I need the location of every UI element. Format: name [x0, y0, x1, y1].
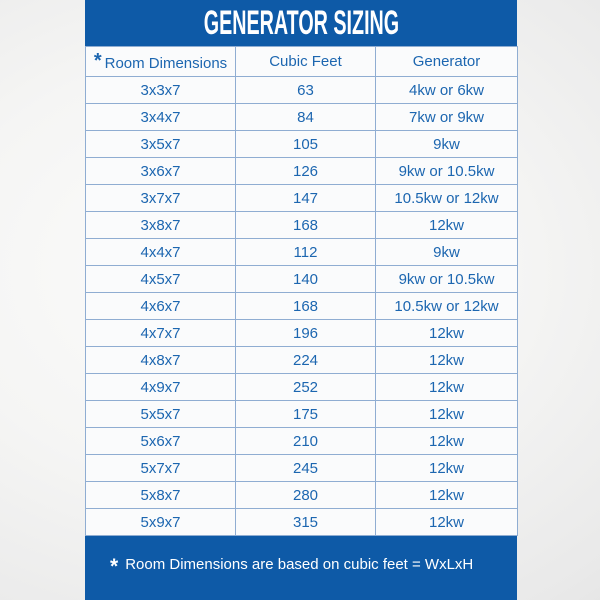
cubic-feet-cell: 196 — [235, 319, 376, 347]
table-header-row: * Room Dimensions Cubic Feet Generator — [85, 46, 518, 77]
room-dimensions-cell: 3x6x7 — [85, 157, 236, 185]
generator-cell: 12kw — [375, 211, 518, 239]
cubic-feet-cell: 84 — [235, 103, 376, 131]
generator-cell: 12kw — [375, 427, 518, 455]
cubic-feet-cell: 210 — [235, 427, 376, 455]
column-header-label: Room Dimensions — [104, 55, 228, 72]
page-title: GENERATOR SIZING — [203, 3, 399, 42]
room-dimensions-cell: 4x5x7 — [85, 265, 236, 293]
room-dimensions-cell: 4x9x7 — [85, 373, 236, 401]
generator-sizing-table: * Room Dimensions Cubic Feet Generator 3x… — [85, 46, 518, 536]
table-row: 5x8x7 280 12kw — [85, 481, 518, 509]
table-row: 5x6x7 210 12kw — [85, 427, 518, 455]
room-dimensions-cell: 5x8x7 — [85, 481, 236, 509]
cubic-feet-cell: 280 — [235, 481, 376, 509]
generator-cell: 4kw or 6kw — [375, 76, 518, 104]
room-dimensions-cell: 4x8x7 — [85, 346, 236, 374]
table-row: 3x4x7 84 7kw or 9kw — [85, 103, 518, 131]
table-row: 3x8x7 168 12kw — [85, 211, 518, 239]
footnote-text: Room Dimensions are based on cubic feet … — [125, 556, 474, 573]
cubic-feet-cell: 105 — [235, 130, 376, 158]
footnote: * Room Dimensions are based on cubic feet… — [85, 536, 517, 579]
asterisk-marker: * — [110, 555, 119, 578]
generator-cell: 12kw — [375, 481, 518, 509]
generator-cell: 10.5kw or 12kw — [375, 184, 518, 212]
cubic-feet-cell: 168 — [235, 211, 376, 239]
title-band: GENERATOR SIZING — [85, 0, 517, 46]
room-dimensions-cell: 5x5x7 — [85, 400, 236, 428]
table-row: 4x8x7 224 12kw — [85, 346, 518, 374]
cubic-feet-cell: 168 — [235, 292, 376, 320]
generator-cell: 12kw — [375, 508, 518, 536]
generator-cell: 12kw — [375, 454, 518, 482]
column-header-room-dimensions: * Room Dimensions — [85, 46, 236, 77]
room-dimensions-cell: 4x6x7 — [85, 292, 236, 320]
generator-cell: 12kw — [375, 346, 518, 374]
generator-cell: 10.5kw or 12kw — [375, 292, 518, 320]
generator-cell: 9kw or 10.5kw — [375, 157, 518, 185]
generator-cell: 9kw or 10.5kw — [375, 265, 518, 293]
room-dimensions-cell: 5x7x7 — [85, 454, 236, 482]
table-row: 4x4x7 112 9kw — [85, 238, 518, 266]
column-header-cubic-feet: Cubic Feet — [235, 46, 376, 77]
table-row: 3x5x7 105 9kw — [85, 130, 518, 158]
blue-panel: GENERATOR SIZING * Room Dimensions Cubic … — [85, 0, 518, 600]
generator-cell: 9kw — [375, 130, 518, 158]
room-dimensions-cell: 5x9x7 — [85, 508, 236, 536]
table-body: 3x3x7 63 4kw or 6kw 3x4x7 84 7kw or 9kw 3x5x7 1… — [85, 76, 518, 536]
cubic-feet-cell: 315 — [235, 508, 376, 536]
generator-cell: 12kw — [375, 319, 518, 347]
cubic-feet-cell: 126 — [235, 157, 376, 185]
table-row: 5x7x7 245 12kw — [85, 454, 518, 482]
table-row: 5x9x7 315 12kw — [85, 508, 518, 536]
generator-cell: 9kw — [375, 238, 518, 266]
table-row: 3x7x7 147 10.5kw or 12kw — [85, 184, 518, 212]
table-row: 3x6x7 126 9kw or 10.5kw — [85, 157, 518, 185]
room-dimensions-cell: 5x6x7 — [85, 427, 236, 455]
generator-cell: 12kw — [375, 400, 518, 428]
room-dimensions-cell: 4x7x7 — [85, 319, 236, 347]
cubic-feet-cell: 112 — [235, 238, 376, 266]
cubic-feet-cell: 252 — [235, 373, 376, 401]
column-header-generator: Generator — [375, 46, 518, 77]
table-row: 4x9x7 252 12kw — [85, 373, 518, 401]
cubic-feet-cell: 140 — [235, 265, 376, 293]
cubic-feet-cell: 224 — [235, 346, 376, 374]
generator-cell: 7kw or 9kw — [375, 103, 518, 131]
cubic-feet-cell: 63 — [235, 76, 376, 104]
room-dimensions-cell: 3x3x7 — [85, 76, 236, 104]
table-row: 4x7x7 196 12kw — [85, 319, 518, 347]
room-dimensions-cell: 3x4x7 — [85, 103, 236, 131]
room-dimensions-cell: 4x4x7 — [85, 238, 236, 266]
cubic-feet-cell: 147 — [235, 184, 376, 212]
room-dimensions-cell: 3x5x7 — [85, 130, 236, 158]
table-row: 4x5x7 140 9kw or 10.5kw — [85, 265, 518, 293]
table-row: 4x6x7 168 10.5kw or 12kw — [85, 292, 518, 320]
room-dimensions-cell: 3x8x7 — [85, 211, 236, 239]
generator-cell: 12kw — [375, 373, 518, 401]
table-row: 5x5x7 175 12kw — [85, 400, 518, 428]
asterisk-marker: * — [93, 50, 102, 72]
room-dimensions-cell: 3x7x7 — [85, 184, 236, 212]
table-row: 3x3x7 63 4kw or 6kw — [85, 76, 518, 104]
cubic-feet-cell: 245 — [235, 454, 376, 482]
cubic-feet-cell: 175 — [235, 400, 376, 428]
